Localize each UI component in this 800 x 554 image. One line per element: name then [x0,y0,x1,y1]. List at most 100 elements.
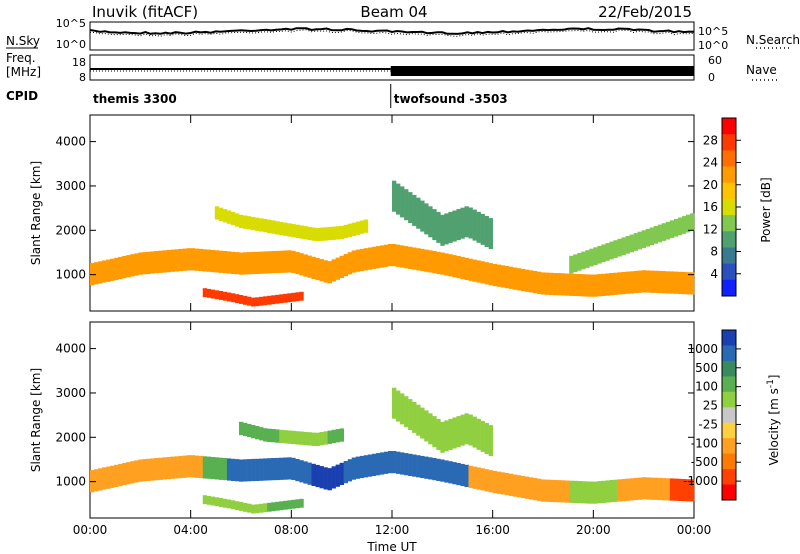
heatmap-cell [617,272,622,295]
cpid-label: CPID [6,89,38,103]
heatmap-cell [400,186,405,218]
heatmap-cell [351,222,357,236]
heatmap-cell [307,255,312,278]
heatmap-cell [226,292,232,302]
heatmap-cell [476,467,481,490]
colorbar-tick-label: 28 [703,133,718,147]
heatmap-cell [230,293,236,303]
heatmap-cell [351,457,357,480]
colorbar-segment [722,198,736,216]
heatmap-cell [569,480,574,503]
heatmap-cell [553,273,558,296]
heatmap-cell [299,460,304,483]
colorbar-segment [722,345,736,362]
heatmap-cell [408,453,413,476]
heatmap-cell [251,504,256,514]
heatmap-cell [291,430,296,445]
heatmap-cell [480,420,485,452]
heatmap-cell [363,455,369,478]
heatmap-cell [661,271,667,294]
heatmap-cell [524,269,530,292]
heatmap-cell [540,272,546,295]
heatmap-cell [383,244,389,267]
heatmap-cell [130,254,135,277]
heatmap-cell [420,248,425,272]
y-tick-label: 4000 [55,342,86,356]
heatmap-cell [436,458,441,481]
heatmap-cell [392,451,397,474]
heatmap-cell [432,209,437,241]
heatmap-cell [573,254,578,273]
heatmap-cell [532,478,538,501]
heatmap-cell [218,207,224,221]
heatmap-cell [287,293,292,303]
heatmap-cell [194,248,200,271]
heatmap-cell [202,495,208,505]
heatmap-cell [424,249,429,272]
heatmap-cell [637,231,642,250]
colorbar-tick-label: -1000 [683,474,718,488]
heatmap-cell [255,251,260,274]
colorbar-tick-label: 12 [703,222,718,236]
heatmap-cell [440,459,445,482]
heatmap-cell [681,216,687,234]
heatmap-cell [557,480,562,503]
heatmap-cell [665,221,671,240]
heatmap-cell [214,250,220,273]
heatmap-cell [138,252,143,275]
colorbar-segment [722,150,736,167]
heatmap-cell [363,219,369,233]
heatmap-cell [271,458,276,481]
colorbar-tick-label: 24 [703,156,718,170]
heatmap-cell [355,456,361,479]
heatmap-cell [456,256,461,279]
heatmap-cell [234,252,240,275]
heatmap-cell [283,222,288,236]
heatmap-cell [383,451,389,474]
heatmap-cell [468,465,473,488]
heatmap-cell [259,251,264,274]
heatmap-cell [408,399,413,431]
heatmap-cell [331,259,336,282]
noise-right-tick-top: 10^5 [698,25,728,38]
heatmap-cell [581,274,586,297]
heatmap-cell [520,268,526,292]
heatmap-cell [685,214,691,233]
colorbar-segment [722,263,736,281]
station-title: Inuvik (fitACF) [92,3,198,21]
heatmap-cell [327,226,332,241]
heatmap-cell [319,227,324,241]
heatmap-cell [452,210,457,242]
heatmap-cell [464,257,469,280]
nsearch-label: N.Search [746,33,800,47]
heatmap-cell [118,463,123,487]
heatmap-cell [412,247,417,270]
heatmap-cell [367,247,373,270]
colorbar-tick-label: -500 [691,455,718,469]
heatmap-cell [218,291,224,300]
heatmap-cell [331,466,336,489]
heatmap-cell [488,470,493,493]
heatmap-cell [114,257,119,280]
heatmap-cell [154,458,159,481]
heatmap-cell [311,463,316,486]
heatmap-cell [677,271,683,294]
heatmap-cell [428,457,433,480]
freq-unit-label: [MHz] [6,65,41,79]
heatmap-cell [685,479,691,502]
heatmap-cell [218,250,224,273]
heatmap-cell [480,261,485,284]
heatmap-cell [653,270,659,293]
heatmap-cell [202,456,208,479]
heatmap-cell [404,189,409,221]
heatmap-cell [190,248,195,271]
heatmap-cell [154,251,159,274]
heatmap-cell [396,390,401,422]
heatmap-cell [464,206,469,238]
heatmap-cell [251,297,256,307]
heatmap-cell [561,273,566,296]
heatmap-cell [476,418,481,450]
heatmap-cell [327,261,332,284]
heatmap-cell [263,458,268,481]
heatmap-cell [110,258,115,281]
